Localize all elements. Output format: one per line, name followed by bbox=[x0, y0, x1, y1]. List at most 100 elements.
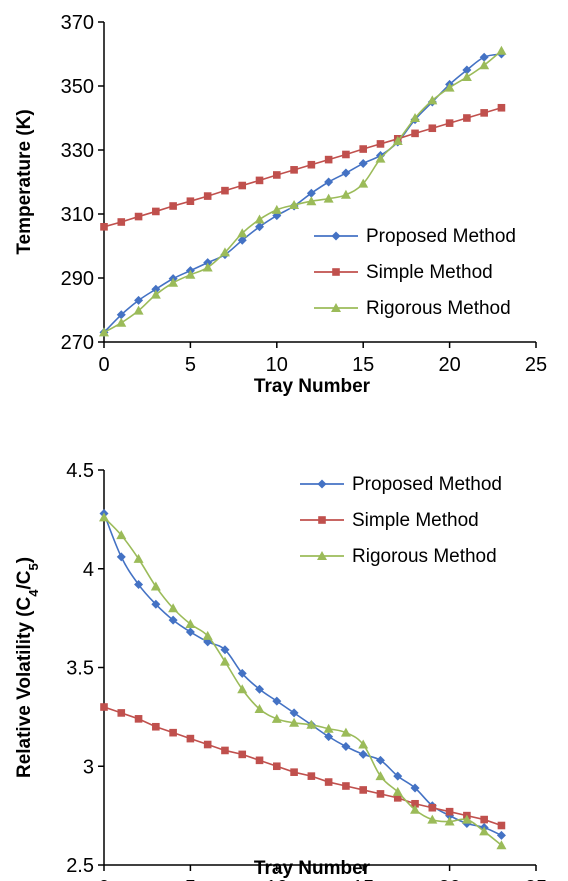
data-point bbox=[324, 732, 334, 742]
data-point bbox=[133, 553, 144, 563]
data-point bbox=[444, 82, 455, 92]
data-point bbox=[444, 816, 455, 826]
data-point bbox=[496, 840, 507, 850]
series-line bbox=[103, 50, 502, 334]
data-point bbox=[289, 708, 299, 718]
data-point bbox=[100, 703, 108, 711]
data-point bbox=[254, 214, 265, 224]
y-axis-title-subscript: 4 bbox=[26, 589, 41, 597]
data-point bbox=[375, 755, 385, 765]
data-point bbox=[220, 645, 230, 655]
chart-1: 270 290 310 330 350 370 0 5 10 15 20 25 Tray Number T… bbox=[14, 12, 547, 397]
data-point bbox=[479, 52, 489, 62]
y-tick-label: 310 bbox=[61, 204, 94, 226]
data-point bbox=[116, 530, 127, 540]
data-point bbox=[479, 826, 490, 836]
data-point bbox=[428, 803, 437, 812]
data-point bbox=[289, 200, 300, 210]
series-line bbox=[103, 106, 502, 228]
data-point bbox=[358, 739, 369, 749]
y-tick-label: 330 bbox=[61, 140, 94, 162]
data-point bbox=[323, 193, 334, 203]
data-point bbox=[254, 703, 265, 713]
legend-item: Proposed Method bbox=[300, 474, 502, 495]
legend-marker bbox=[331, 231, 341, 241]
data-point bbox=[497, 103, 506, 112]
legend-label: Proposed Method bbox=[352, 474, 502, 495]
data-point bbox=[150, 581, 161, 591]
chart-2: 2.5 3 3.5 4 4.5 0 5 10 15 20 25 Tray Number Relative… bbox=[14, 460, 547, 881]
data-point bbox=[410, 113, 421, 122]
data-point bbox=[375, 771, 386, 781]
data-point bbox=[238, 181, 247, 190]
data-point bbox=[168, 277, 179, 287]
x-tick-label: 25 bbox=[525, 354, 547, 376]
legend-item: Rigorous Method bbox=[300, 546, 497, 567]
series-simple-method bbox=[100, 103, 506, 231]
data-point bbox=[134, 295, 144, 305]
data-point bbox=[411, 799, 419, 808]
data-point bbox=[221, 746, 229, 755]
data-point bbox=[462, 65, 472, 75]
data-point bbox=[410, 783, 420, 793]
y-tick-label: 3.5 bbox=[66, 658, 94, 680]
data-point bbox=[428, 124, 437, 133]
data-point bbox=[219, 656, 230, 666]
x-tick-label: 20 bbox=[438, 354, 460, 376]
data-point bbox=[169, 202, 177, 210]
x-tick-label: 25 bbox=[525, 877, 547, 881]
data-point bbox=[237, 235, 247, 245]
data-point bbox=[133, 305, 144, 315]
data-point bbox=[340, 727, 351, 737]
legend-marker bbox=[318, 516, 326, 524]
data-point bbox=[169, 728, 177, 737]
series-proposed-method bbox=[99, 49, 506, 337]
legend-label: Simple Method bbox=[352, 510, 479, 531]
x-tick-label: 10 bbox=[266, 354, 288, 376]
data-point bbox=[410, 804, 421, 814]
x-tick-label: 20 bbox=[438, 877, 460, 881]
data-point bbox=[496, 45, 507, 55]
x-tick-label: 0 bbox=[98, 877, 109, 881]
data-point bbox=[202, 630, 213, 640]
data-point bbox=[273, 762, 281, 771]
data-point bbox=[134, 580, 144, 590]
data-point bbox=[185, 269, 196, 279]
data-point bbox=[358, 178, 369, 188]
data-point bbox=[237, 668, 247, 678]
legend-marker bbox=[317, 551, 327, 560]
data-point bbox=[290, 166, 298, 174]
data-point bbox=[461, 72, 472, 82]
legend-marker bbox=[332, 268, 340, 276]
data-point bbox=[202, 262, 213, 272]
data-point bbox=[151, 599, 161, 609]
y-tick-label: 270 bbox=[61, 332, 94, 354]
legend-label: Rigorous Method bbox=[366, 298, 511, 319]
legend-marker bbox=[317, 479, 327, 489]
data-point bbox=[134, 715, 143, 723]
data-point bbox=[324, 778, 333, 786]
data-point bbox=[290, 768, 298, 776]
data-point bbox=[342, 782, 350, 790]
y-tick-label: 290 bbox=[61, 268, 94, 290]
data-point bbox=[100, 223, 108, 231]
data-point bbox=[237, 228, 248, 238]
legend-label: Proposed Method bbox=[366, 226, 516, 247]
y-tick-label: 370 bbox=[61, 12, 94, 34]
data-point bbox=[392, 786, 403, 796]
x-axis-title: Tray Number bbox=[254, 858, 371, 879]
data-point bbox=[307, 160, 316, 169]
legend-item: Simple Method bbox=[314, 262, 493, 283]
data-point bbox=[324, 177, 334, 187]
y-tick-label: 2.5 bbox=[66, 855, 94, 877]
data-point bbox=[375, 153, 386, 163]
data-point bbox=[463, 114, 471, 122]
legend-marker bbox=[331, 303, 341, 312]
data-point bbox=[445, 807, 454, 816]
legend-item: Simple Method bbox=[300, 510, 479, 531]
data-point bbox=[289, 717, 300, 727]
data-point bbox=[134, 212, 143, 221]
data-point bbox=[255, 222, 265, 232]
data-point bbox=[168, 615, 178, 625]
